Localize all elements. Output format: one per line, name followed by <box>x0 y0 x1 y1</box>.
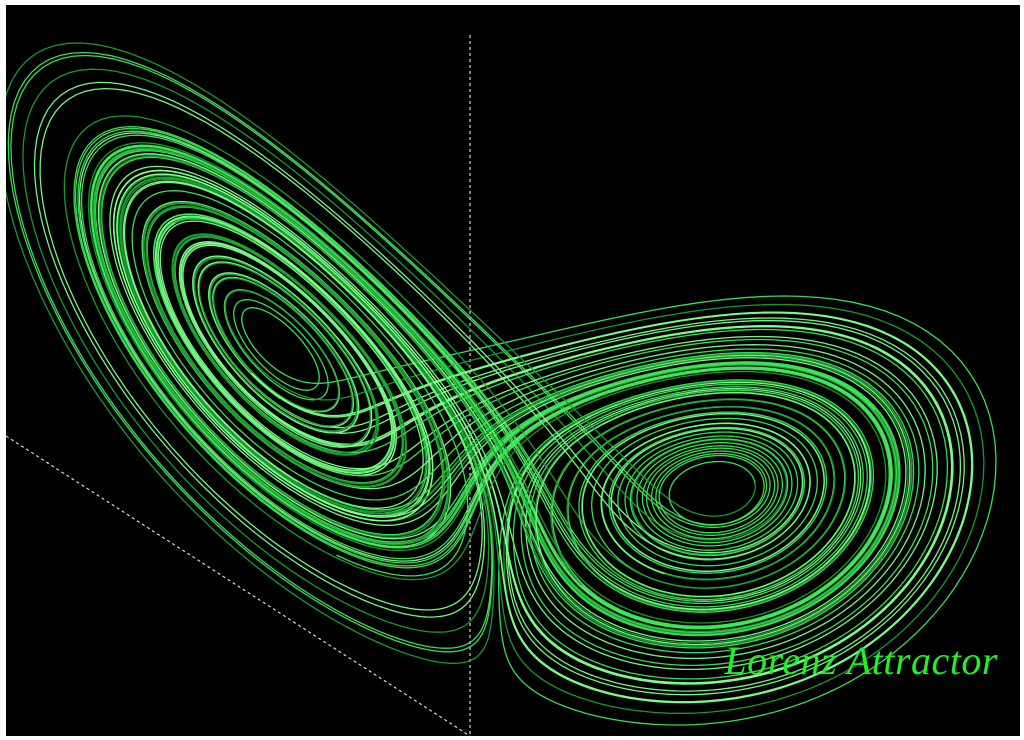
trajectory-segment <box>112 169 973 703</box>
trajectory-segment <box>33 81 974 704</box>
trajectory-segment <box>77 130 949 680</box>
diagonal-axis <box>6 435 471 736</box>
trajectory-segment <box>80 134 997 726</box>
attractor-plot <box>6 35 997 736</box>
trajectory-segment <box>6 42 913 664</box>
attractor-title: Lorenz Attractor <box>724 638 998 683</box>
trajectory-segment <box>39 87 938 671</box>
trajectory-segment <box>63 115 896 633</box>
plot-area: Lorenz Attractor <box>6 5 1020 736</box>
trajectory-segment <box>131 190 920 654</box>
trajectory <box>6 42 997 726</box>
